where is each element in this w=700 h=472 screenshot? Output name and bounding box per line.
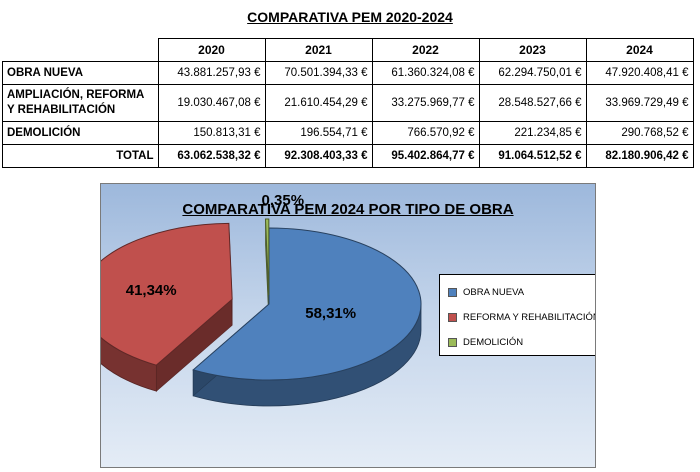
table-cell: 61.360.324,08 € (371, 61, 480, 85)
column-header: 2024 (585, 38, 694, 62)
row-label: DEMOLICIÓN (2, 121, 159, 145)
legend-label: OBRA NUEVA (463, 287, 525, 298)
pie-chart: 58,31% 41,34% 0,35% (101, 192, 422, 407)
legend-swatch (448, 288, 457, 297)
chart-legend: OBRA NUEVA REFORMA Y REHABILITACIÓN DEMO… (439, 274, 596, 356)
pem-table: 2020 2021 2022 2023 2024 OBRA NUEVA 43.8… (2, 38, 694, 168)
total-cell: 92.308.403,33 € (264, 144, 373, 168)
legend-item: OBRA NUEVA (448, 287, 524, 298)
legend-label: DEMOLICIÓN (463, 337, 524, 348)
table-cell: 290.768,52 € (585, 121, 694, 145)
table-total-row: TOTAL 63.062.538,32 € 92.308.403,33 € 95… (2, 144, 694, 168)
legend-item: REFORMA Y REHABILITACIÓN (448, 312, 596, 323)
chart-title: COMPARATIVA PEM 2024 POR TIPO DE OBRA (182, 201, 514, 218)
table-cell: 33.969.729,49 € (585, 84, 694, 122)
total-cell: 82.180.906,42 € (585, 144, 694, 168)
table-row: AMPLIACIÓN, REFORMA Y REHABILITACIÓN 19.… (2, 84, 694, 122)
table-cell: 33.275.969,77 € (371, 84, 480, 122)
table-row: DEMOLICIÓN 150.813,31 € 196.554,71 € 766… (2, 121, 694, 145)
table-cell: 19.030.467,08 € (157, 84, 266, 122)
table-cell: 70.501.394,33 € (264, 61, 373, 85)
legend-label: REFORMA Y REHABILITACIÓN (463, 312, 596, 323)
total-label: TOTAL (2, 144, 159, 168)
pie-slice-0 (192, 227, 422, 381)
table-header-row: 2020 2021 2022 2023 2024 (3, 38, 694, 62)
legend-swatch (448, 313, 457, 322)
legend-item: DEMOLICIÓN (448, 337, 523, 348)
column-header: 2023 (478, 38, 587, 62)
total-cell: 63.062.538,32 € (157, 144, 266, 168)
table-cell: 21.610.454,29 € (264, 84, 373, 122)
table-cell: 150.813,31 € (157, 121, 266, 145)
total-cell: 95.402.864,77 € (371, 144, 480, 168)
column-header: 2020 (157, 38, 266, 62)
data-label: 58,31% (305, 305, 356, 322)
table-cell: 766.570,92 € (371, 121, 480, 145)
table-row: OBRA NUEVA 43.881.257,93 € 70.501.394,33… (2, 61, 694, 85)
data-label: 0,35% (262, 192, 305, 209)
table-cell: 196.554,71 € (264, 121, 373, 145)
row-label-line: AMPLIACIÓN, REFORMA (7, 89, 145, 101)
column-header: 2021 (264, 38, 373, 62)
legend-swatch (448, 338, 457, 347)
pie-slice-1 (101, 222, 233, 366)
table-cell: 43.881.257,93 € (157, 61, 266, 85)
table-cell: 62.294.750,01 € (478, 61, 587, 85)
data-label: 41,34% (126, 282, 177, 299)
table-cell: 221.234,85 € (478, 121, 587, 145)
pie-tops (101, 218, 422, 381)
row-label: AMPLIACIÓN, REFORMA Y REHABILITACIÓN (2, 84, 159, 122)
row-label-line: Y REHABILITACIÓN (7, 104, 116, 116)
column-header: 2022 (371, 38, 480, 62)
page-title: COMPARATIVA PEM 2020-2024 (247, 9, 453, 25)
pie-slice-2 (264, 218, 270, 296)
pie-chart-panel: COMPARATIVA PEM 2024 POR TIPO DE OBRA 58… (100, 183, 596, 468)
row-label: OBRA NUEVA (2, 61, 159, 85)
total-cell: 91.064.512,52 € (478, 144, 587, 168)
table-cell: 28.548.527,66 € (478, 84, 587, 122)
table-cell: 47.920.408,41 € (585, 61, 694, 85)
